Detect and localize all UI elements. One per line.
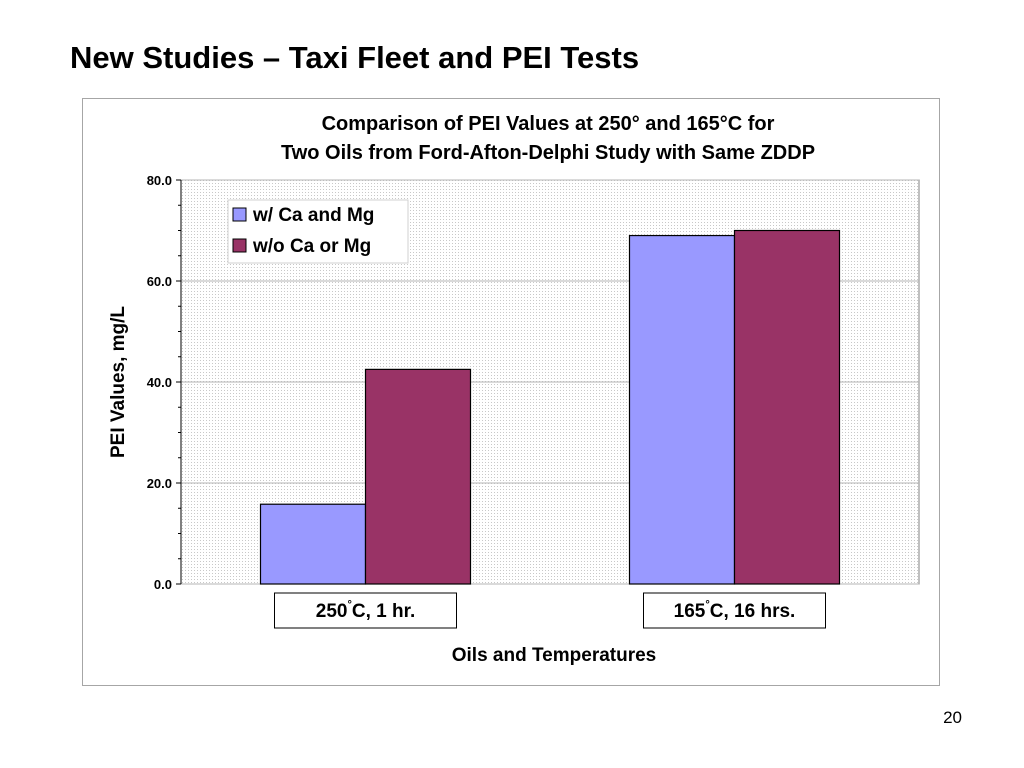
page-number: 20 (943, 708, 962, 727)
category-label-box (274, 592, 457, 629)
legend-label: w/ Ca and Mg (252, 205, 374, 226)
y-tick-label: 60.0 (147, 274, 172, 289)
chart-subtitle: Two Oils from Ford-Afton-Delphi Study wi… (281, 142, 815, 164)
y-tick-label: 80.0 (147, 173, 172, 188)
chart-area: Comparison of PEI Values at 250° and 165… (82, 98, 940, 686)
category-label: 165°C, 16 hrs. (674, 599, 796, 622)
legend-swatch (232, 238, 247, 253)
bar (259, 503, 367, 585)
bar (733, 229, 841, 585)
bar (628, 234, 736, 585)
category-label: 250°C, 1 hr. (316, 599, 415, 622)
legend-label: w/o Ca or Mg (252, 236, 371, 257)
x-axis-title: Oils and Temperatures (452, 645, 657, 666)
legend: w/ Ca and Mg w/o Ca or Mg (227, 199, 409, 264)
y-axis-ticks: 0.0 20.0 40.0 60.0 80.0 (147, 173, 182, 592)
bars (259, 229, 841, 585)
category-label-box (643, 592, 826, 629)
legend-swatch (232, 207, 247, 222)
y-axis-title: PEI Values, mg/L (108, 306, 129, 458)
y-tick-label: 20.0 (147, 476, 172, 491)
y-tick-label: 0.0 (154, 577, 172, 592)
x-axis-categories: 250°C, 1 hr. 165°C, 16 hrs. (274, 592, 826, 629)
y-tick-label: 40.0 (147, 375, 172, 390)
bar-chart: Comparison of PEI Values at 250° and 165… (108, 113, 920, 666)
slide-title: New Studies – Taxi Fleet and PEI Tests (70, 40, 640, 75)
bar (364, 368, 472, 585)
chart-title: Comparison of PEI Values at 250° and 165… (322, 113, 775, 135)
legend-box (227, 199, 409, 264)
